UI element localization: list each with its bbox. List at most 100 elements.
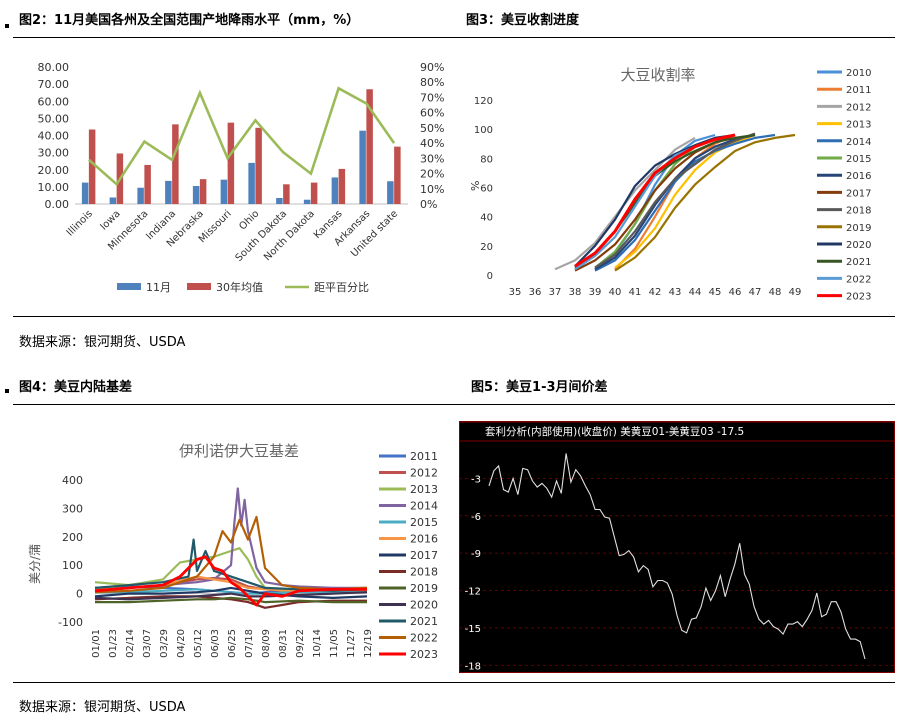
y-left-tick-label: 70.00 (38, 78, 70, 91)
x-tick-label: 03/07 (142, 629, 153, 658)
y-tick-label: 200 (62, 531, 83, 544)
line-2019 (614, 133, 796, 272)
x-tick-label: 45 (709, 287, 722, 298)
legend-label: 2014 (410, 500, 438, 513)
x-tick-label: 49 (789, 287, 802, 298)
y-tick-label: 0 (76, 588, 83, 601)
legend-label: 2015 (846, 154, 871, 165)
legend-label: 2017 (846, 188, 871, 199)
bar-nov (137, 187, 144, 204)
y-tick-label: -100 (58, 616, 83, 629)
x-tick-label: 43 (669, 287, 682, 298)
y-tick-label: -9 (471, 549, 481, 560)
y-tick-label: 60 (480, 184, 493, 195)
bottom-rule (13, 682, 895, 683)
x-tick-label: 04/20 (176, 629, 187, 658)
legend-label: 2023 (410, 648, 438, 661)
bar-nov (248, 162, 255, 204)
line-2023 (94, 555, 367, 607)
y-tick-label: -3 (471, 474, 481, 485)
legend-label: 2019 (410, 582, 438, 595)
bar-nov (192, 186, 200, 204)
chart-title: 大豆收割率 (620, 66, 695, 84)
fig5-chart: 套利分析(内部使用)(收盘价) 美黄豆01-美黄豆03 -17.5 -3 -6 -9 -1… (459, 421, 895, 673)
legend-label: 2016 (846, 171, 871, 182)
x-tick-label: 06/25 (227, 629, 238, 658)
legend-swatch (187, 283, 211, 290)
bar-nov (165, 180, 172, 204)
y-right-tick-label: 40% (420, 137, 444, 150)
y-tick-label: -15 (465, 624, 481, 635)
y-right-tick-label: 20% (420, 168, 444, 181)
chart-background (459, 421, 895, 673)
y-tick-label: 0 (487, 271, 493, 282)
legend-label: 2021 (846, 257, 871, 268)
source-note-2: 数据来源：银河期货、USDA (19, 700, 186, 715)
x-tick-label: 05/12 (193, 629, 204, 658)
bar-avg30 (255, 127, 262, 204)
y-tick-label: 100 (62, 559, 83, 572)
x-tick-label: 07/18 (244, 629, 255, 658)
x-tick-label: 01/01 (91, 629, 102, 658)
x-tick-label: 10/14 (312, 629, 323, 658)
fig4-chart: 伊利诺伊大豆基差 -100 0 100 200 300 400 01/01 01/23 02/14… (28, 442, 438, 661)
legend-label: 2018 (410, 566, 438, 579)
y-left-tick-label: 0.00 (45, 198, 70, 211)
y-tick-label: 120 (474, 96, 493, 107)
legend-label: 2019 (846, 223, 871, 234)
x-tick-label: 09/22 (295, 629, 306, 658)
x-tick-label: 38 (569, 287, 582, 298)
x-tick-label: 01/23 (108, 629, 119, 658)
y-right-tick-label: 30% (420, 152, 444, 165)
y-right-tick-label: 0% (420, 198, 437, 211)
x-tick-label: 12/19 (363, 629, 374, 658)
fig3-chart: 大豆收割率 0 20 40 60 80 100 120 35 36 37 38 39 40 41 42 43 44… (469, 66, 871, 303)
line-anomaly-percent (88, 86, 396, 187)
x-tick-label: 08/09 (261, 629, 272, 658)
bar-avg30 (172, 124, 179, 204)
y-left-tick-label: 30.00 (38, 147, 70, 160)
x-tick-label: Ohio (237, 208, 261, 232)
x-tick-label: North Dakota (262, 208, 317, 263)
x-tick-label: 11/27 (346, 629, 357, 658)
chart-title: 伊利诺伊大豆基差 (179, 442, 299, 460)
x-tick-label: 35 (509, 287, 522, 298)
x-tick-label: 11/05 (329, 629, 340, 658)
x-tick-label: Iowa (98, 208, 122, 232)
bar-avg30 (283, 184, 290, 204)
x-tick-label: 03/29 (159, 629, 170, 658)
y-left-tick-label: 80.00 (38, 61, 70, 74)
bar-nov (331, 177, 339, 204)
legend-label: 30年均值 (216, 280, 263, 294)
legend-label: 2020 (846, 240, 871, 251)
legend-label: 2012 (410, 467, 438, 480)
line-2017 (94, 586, 368, 599)
y-tick-label: -18 (465, 661, 481, 672)
x-tick-label: 48 (769, 287, 782, 298)
line-2018 (594, 132, 756, 269)
y-right-tick-label: 60% (420, 107, 444, 120)
y-axis-label: % (469, 181, 482, 191)
fig2-chart: 0.00 10.00 20.00 30.00 40.00 50.00 60.00 70.00 8… (38, 61, 445, 294)
x-tick-label: 08/31 (278, 629, 289, 658)
y-right-tick-label: 50% (420, 122, 444, 135)
spread-line (488, 453, 866, 660)
x-tick-label: 46 (729, 287, 742, 298)
y-right-tick-label: 10% (420, 183, 444, 196)
y-tick-label: 40 (480, 213, 493, 224)
line-2015 (95, 588, 367, 595)
line-2022 (94, 515, 368, 594)
chart-header-value: -17.5 (717, 426, 744, 438)
x-tick-label: 37 (549, 287, 562, 298)
x-tick-label: 06/03 (210, 629, 221, 658)
line-2020 (94, 591, 368, 601)
mid-rule-1 (13, 316, 895, 317)
legend-swatch (117, 283, 141, 290)
bar-avg30 (144, 164, 151, 204)
x-tick-label: 02/14 (125, 629, 136, 658)
y-tick-label: 300 (62, 502, 83, 515)
line-2019 (95, 596, 367, 604)
legend-label: 2013 (846, 120, 871, 131)
bar-avg30 (227, 122, 235, 204)
legend-label: 距平百分比 (314, 281, 369, 294)
